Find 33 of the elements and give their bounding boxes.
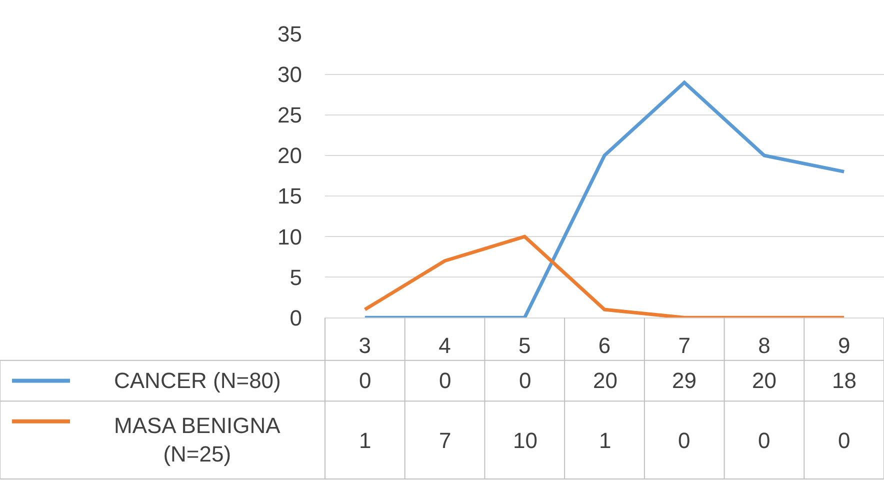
data-label: 0 — [758, 428, 770, 453]
data-label: 20 — [593, 368, 618, 393]
x-tick-label: 6 — [598, 333, 611, 358]
y-tick-label: 10 — [278, 224, 302, 250]
data-label: 0 — [439, 368, 452, 393]
x-tick-label: 4 — [438, 333, 451, 358]
x-tick-label: 5 — [518, 333, 531, 358]
x-tick-label: 3 — [358, 333, 372, 358]
x-tick-label: 9 — [838, 333, 850, 358]
x-tick-label: 8 — [758, 333, 770, 358]
y-tick-label: 30 — [278, 62, 302, 88]
y-tick-label: 35 — [278, 22, 302, 47]
data-label: 0 — [678, 428, 690, 453]
data-label: 0 — [838, 428, 850, 453]
legend-label: CANCER (N=80) — [114, 368, 281, 393]
data-label: 18 — [832, 368, 856, 393]
x-tick-label: 7 — [678, 333, 690, 358]
data-label: 1 — [599, 428, 612, 453]
data-label: 0 — [359, 368, 372, 393]
legend-label: MASA BENIGNA (N=25) — [114, 413, 281, 467]
data-label: 10 — [513, 428, 538, 453]
line-series — [363, 234, 846, 318]
data-label: 1 — [359, 428, 372, 453]
data-label: 7 — [439, 428, 452, 453]
data-label: 20 — [752, 368, 776, 393]
y-tick-label: 5 — [290, 264, 302, 290]
data-label: 29 — [672, 368, 696, 393]
y-tick-label: 20 — [278, 143, 302, 168]
y-tick-label: 15 — [278, 184, 302, 209]
data-label: 0 — [519, 368, 532, 393]
line-series — [363, 80, 846, 318]
y-tick-label: 25 — [278, 102, 302, 128]
y-tick-label: 0 — [290, 305, 302, 330]
